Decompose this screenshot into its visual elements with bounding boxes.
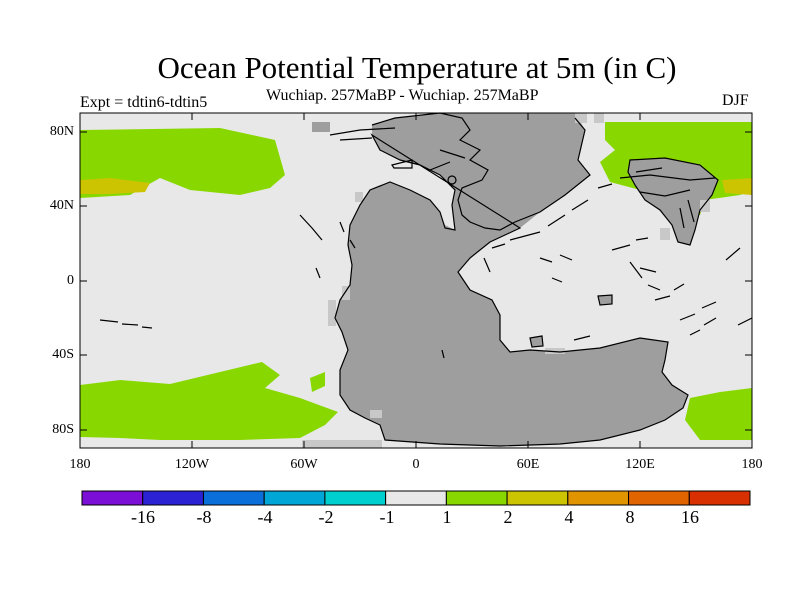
colorbar-box bbox=[324, 490, 387, 506]
strong-anomaly-north-pacific bbox=[80, 178, 150, 194]
y-label-80s: 80S bbox=[52, 422, 74, 437]
x-label-120w: 120W bbox=[174, 457, 210, 472]
x-label-120e: 120E bbox=[625, 457, 655, 472]
coastline-northeast-island bbox=[627, 157, 719, 246]
pangaea-landmass bbox=[335, 113, 688, 446]
y-label-80n: 80N bbox=[49, 124, 74, 139]
x-label-180-west: 180 bbox=[69, 457, 91, 472]
anomaly-region-south-pacific bbox=[80, 362, 338, 440]
colorbar-box bbox=[688, 490, 751, 506]
colorbar bbox=[81, 490, 751, 506]
anomaly-region-north-pacific bbox=[80, 128, 285, 198]
map-title: Ocean Potential Temperature at 5m (in C) bbox=[157, 50, 677, 85]
coastline-tethys-islands bbox=[597, 167, 716, 229]
colorbar-label: -1 bbox=[379, 507, 395, 527]
y-label-0: 0 bbox=[67, 273, 74, 288]
land-edge-cells bbox=[302, 113, 710, 448]
experiment-label: Expt = tdtin6-tdtin5 bbox=[80, 94, 208, 111]
colorbar-box bbox=[567, 490, 630, 506]
strong-anomaly-north-tethys bbox=[722, 178, 752, 195]
colorbar-box bbox=[445, 490, 508, 506]
x-label-0: 0 bbox=[412, 457, 420, 472]
colorbar-box bbox=[385, 490, 447, 506]
colorbar-label: -4 bbox=[257, 507, 273, 527]
colorbar-label: -2 bbox=[318, 507, 334, 527]
colorbar-label: 8 bbox=[625, 507, 635, 527]
coastline-small-island-east bbox=[597, 294, 613, 306]
map-subtitle: Wuchiap. 257MaBP - Wuchiap. 257MaBP bbox=[266, 87, 539, 104]
anomaly-region-west-coast bbox=[310, 372, 325, 392]
colorbar-box bbox=[81, 490, 144, 506]
colorbar-label: 16 bbox=[681, 507, 699, 527]
y-label-40n: 40N bbox=[49, 198, 74, 213]
x-label-60w: 60W bbox=[290, 457, 318, 472]
colorbar-box bbox=[628, 490, 690, 506]
coastlines bbox=[329, 112, 719, 447]
axis-ticks bbox=[80, 113, 752, 448]
colorbar-label: 1 bbox=[442, 507, 452, 527]
coastline-pangaea bbox=[334, 112, 689, 447]
x-label-60e: 60E bbox=[516, 457, 540, 472]
anomaly-region-south-tethys bbox=[685, 388, 752, 440]
season-label: DJF bbox=[722, 92, 749, 109]
island-east-small bbox=[598, 295, 612, 305]
y-label-40s: 40S bbox=[52, 347, 74, 362]
island-central-south bbox=[530, 336, 543, 347]
x-label-180-east: 180 bbox=[741, 457, 763, 472]
colorbar-box bbox=[263, 490, 326, 506]
colorbar-label: -8 bbox=[196, 507, 212, 527]
coastline-small-island-south bbox=[529, 335, 544, 348]
colorbar-box bbox=[202, 490, 265, 506]
strong-anomaly-regions bbox=[80, 178, 752, 195]
colorbar-label: 4 bbox=[564, 507, 574, 527]
colorbar-box bbox=[506, 490, 569, 506]
island-northwest-small bbox=[312, 122, 330, 132]
coastline-north-inlets bbox=[329, 127, 466, 185]
island-arcs bbox=[99, 199, 753, 359]
colorbar-box bbox=[142, 490, 204, 506]
colorbar-label: -16 bbox=[131, 507, 155, 527]
colorbar-label: 2 bbox=[503, 507, 513, 527]
